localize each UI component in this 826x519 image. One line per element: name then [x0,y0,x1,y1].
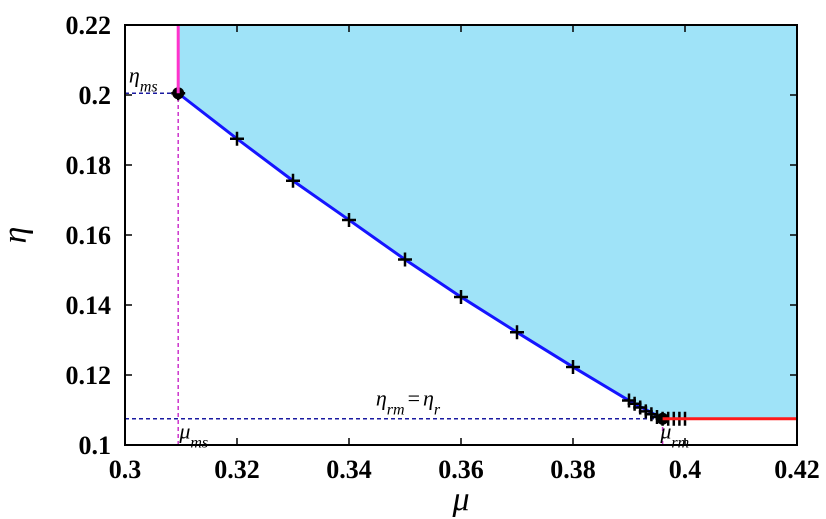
ticks-group: 0.3 0.32 0.34 0.36 0.38 0.4 0.42 0.1 0.12 0.14 0.1… [66,11,820,484]
mu-ms-annotation: μms [178,418,208,451]
eta-ms-annotation: ηms [129,62,158,95]
series-group [171,25,797,426]
y-tick-label: 0.1 [79,431,112,460]
eta-rm-equals-eta-r-annotation: ηrm = ηr [376,385,441,418]
plus-marker-3 [342,212,356,227]
plus-marker-2 [286,173,300,188]
plus-marker-4 [398,252,412,267]
y-tick-label: 0.12 [66,361,112,390]
x-tick-label: 0.4 [669,455,702,484]
y-tick-label: 0.16 [66,221,112,250]
y-tick-label: 0.14 [66,291,112,320]
plus-marker-6 [510,325,524,340]
x-tick-label: 0.34 [326,455,372,484]
y-tick-label: 0.18 [66,151,112,180]
y-axis-label: η [0,227,34,244]
y-tick-label: 0.22 [66,11,112,40]
x-axis-label: μ [451,481,469,518]
series-line-0 [177,92,664,421]
y-tick-label: 0.2 [79,81,112,110]
plus-marker-5 [454,289,468,304]
x-tick-label: 0.36 [438,455,484,484]
x-tick-label: 0.32 [214,455,260,484]
x-tick-label: 0.42 [774,455,820,484]
x-tick-label: 0.3 [109,455,142,484]
x-tick-label: 0.38 [550,455,596,484]
mu-rm-annotation: μrm [659,418,689,451]
plus-marker-7 [566,359,580,374]
plus-marker-1 [230,131,244,146]
shaded-region [178,25,797,419]
